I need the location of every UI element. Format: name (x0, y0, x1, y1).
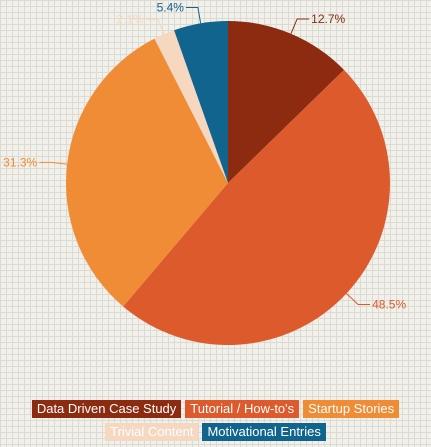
data-label-2: 31.3% (3, 155, 37, 169)
pie-chart: 12.7% 48.5% 31.3% 2.1% 5.4% (3, 1, 406, 346)
legend-item-data-driven-case-study[interactable]: Data Driven Case Study (31, 400, 182, 418)
label-leader-0 (290, 18, 310, 34)
legend-item-tutorial-how-tos[interactable]: Tutorial / How-to's (185, 400, 300, 418)
pie-slice-0[interactable] (228, 21, 344, 183)
data-label-0: 12.7% (311, 12, 345, 26)
data-label-1: 48.5% (372, 297, 406, 311)
pie-slice-2[interactable] (65, 38, 228, 307)
legend: Data Driven Case Study Tutorial / How-to… (0, 400, 431, 441)
label-leader-2 (39, 161, 68, 165)
pie-slice-1[interactable] (123, 69, 391, 346)
legend-item-trivial-content[interactable]: Trivial Content (105, 423, 199, 441)
label-leader-1 (346, 293, 371, 305)
pie-slice-4[interactable] (174, 21, 228, 183)
legend-item-motivational-entries[interactable]: Motivational Entries (202, 423, 326, 441)
pie-slice-3[interactable] (154, 30, 228, 183)
legend-item-startup-stories[interactable]: Startup Stories (303, 400, 400, 418)
data-label-4: 5.4% (157, 1, 185, 15)
label-leader-3 (145, 18, 165, 35)
label-leader-4 (185, 7, 202, 24)
data-label-3: 2.1% (116, 12, 144, 26)
